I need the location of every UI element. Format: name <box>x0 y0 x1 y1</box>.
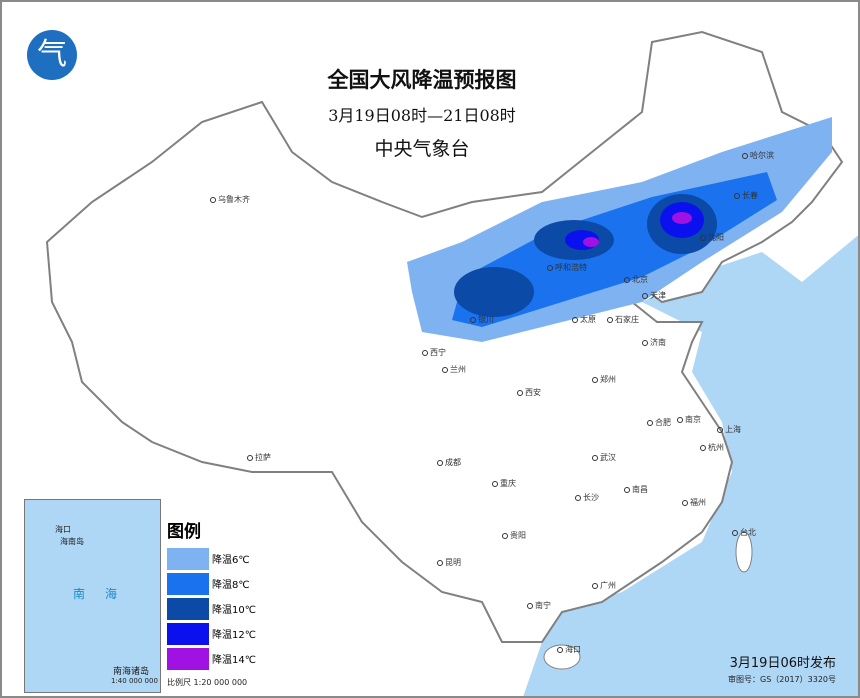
legend-label: 降温14℃ <box>212 655 256 666</box>
cooling-14c-area <box>583 237 599 247</box>
legend-label: 降温10℃ <box>212 605 256 616</box>
legend-swatch <box>167 547 209 570</box>
city-label: 天津 <box>642 290 666 301</box>
south-china-sea-inset: 海口 海南岛 南海 南海诸岛 1:40 000 000 <box>24 499 161 693</box>
city-label: 海口 <box>557 644 581 655</box>
inset-islands-label: 南海诸岛 <box>113 667 150 677</box>
city-label: 沈阳 <box>700 232 724 243</box>
city-label: 上海 <box>717 424 741 435</box>
city-label: 西安 <box>517 387 541 398</box>
city-label: 银川 <box>470 314 494 325</box>
city-label: 乌鲁木齐 <box>210 194 250 205</box>
legend-item: 降温10℃ <box>162 596 262 621</box>
city-label: 昆明 <box>437 557 461 568</box>
city-label: 广州 <box>592 580 616 591</box>
legend-item: 降温14℃ <box>162 646 262 671</box>
forecast-period: 3月19日08时—21日08时 <box>328 106 516 125</box>
inset-scale: 1:40 000 000 <box>111 677 158 685</box>
map-title: 全国大风降温预报图 <box>327 68 517 92</box>
city-label: 南京 <box>677 414 701 425</box>
city-label: 重庆 <box>492 478 516 489</box>
city-label: 太原 <box>572 314 596 325</box>
legend-swatch <box>167 572 209 595</box>
city-label: 兰州 <box>442 364 466 375</box>
legend-swatch <box>167 647 209 670</box>
legend: 图例 降温6℃ 降温8℃ 降温10℃ 降温12℃ 降温14℃ 比例尺 1:20 … <box>162 517 262 688</box>
issuer: 中央气象台 <box>374 138 470 160</box>
map-scale: 比例尺 1:20 000 000 <box>167 678 248 687</box>
city-label: 福州 <box>682 497 706 508</box>
city-label: 北京 <box>624 274 648 285</box>
legend-title: 图例 <box>167 522 201 542</box>
sea-area <box>523 235 858 696</box>
publish-time: 3月19日06时发布 <box>729 656 836 671</box>
cma-logo-icon: 气 <box>27 30 77 80</box>
cooling-14c-area <box>672 212 692 224</box>
legend-swatch <box>167 622 209 645</box>
city-label: 长春 <box>734 190 758 201</box>
city-label: 南昌 <box>624 484 648 495</box>
city-label: 哈尔滨 <box>742 150 774 161</box>
city-label: 济南 <box>642 337 666 348</box>
city-label: 台北 <box>732 527 756 538</box>
city-label: 郑州 <box>592 374 616 385</box>
city-label: 成都 <box>437 457 461 468</box>
cooling-10c-area <box>454 267 534 317</box>
legend-item: 降温8℃ <box>162 571 262 596</box>
city-label: 呼和浩特 <box>547 262 587 273</box>
inset-haikou-label: 海口 <box>55 525 71 534</box>
city-label: 拉萨 <box>247 452 271 463</box>
taiwan-island <box>735 531 753 573</box>
city-label: 西宁 <box>422 347 446 358</box>
legend-label: 降温6℃ <box>212 555 250 566</box>
city-label: 石家庄 <box>607 314 639 325</box>
city-label: 武汉 <box>592 452 616 463</box>
review-number: 审图号：GS（2017）3320号 <box>728 675 836 684</box>
city-label: 南宁 <box>527 600 551 611</box>
city-label: 杭州 <box>700 442 724 453</box>
city-label: 贵阳 <box>502 530 526 541</box>
inset-sea-label: 南海 <box>73 587 138 601</box>
legend-label: 降温12℃ <box>212 630 256 641</box>
legend-label: 降温8℃ <box>212 580 250 591</box>
city-label: 长沙 <box>575 492 599 503</box>
legend-item: 降温6℃ <box>162 546 262 571</box>
legend-swatch <box>167 597 209 620</box>
city-label: 合肥 <box>647 417 671 428</box>
legend-item: 降温12℃ <box>162 621 262 646</box>
inset-hainan-label: 海南岛 <box>60 537 84 546</box>
